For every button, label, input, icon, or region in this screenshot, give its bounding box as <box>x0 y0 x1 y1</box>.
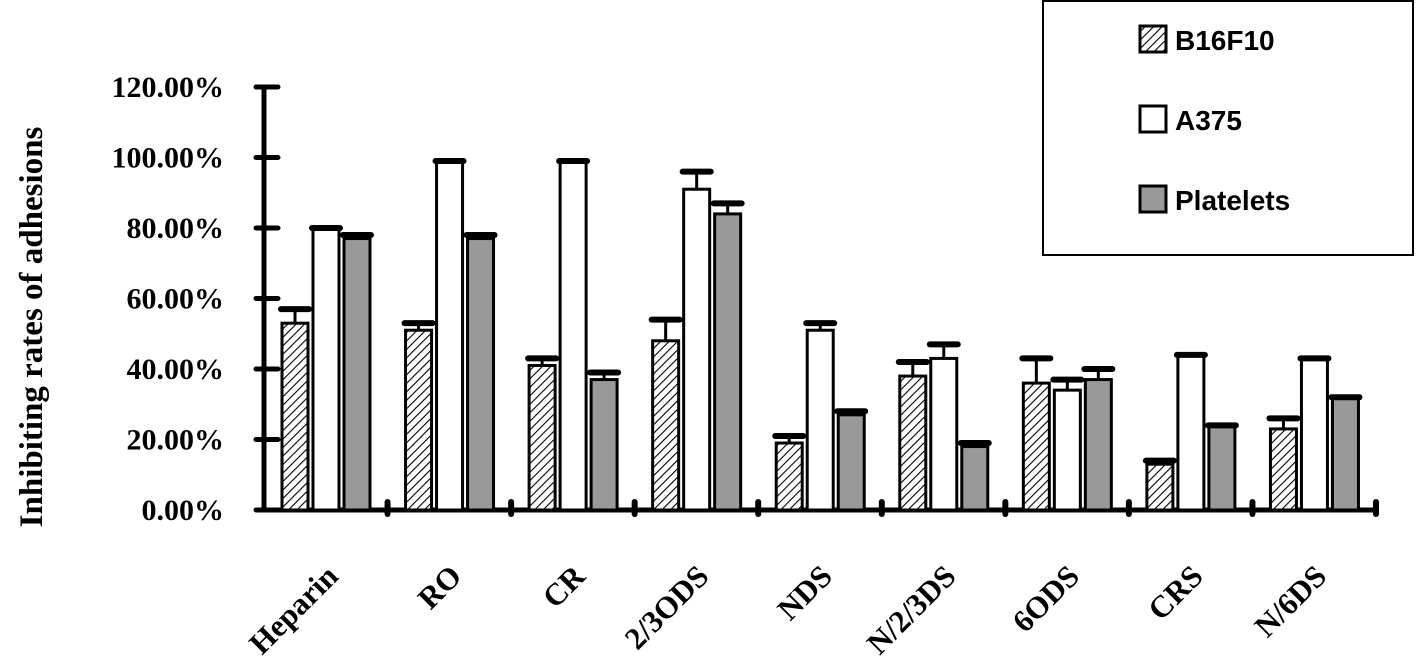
bar-a375 <box>558 159 588 512</box>
legend-label-platelets: Platelets <box>1175 185 1290 216</box>
legend: B16F10 A375 Platelets <box>1042 0 1414 256</box>
x-category-label: N/6DS <box>1248 558 1334 644</box>
bar-platelets <box>589 378 619 512</box>
bar-platelets <box>1330 395 1360 512</box>
bar-a375 <box>1176 353 1206 512</box>
legend-swatch-a375 <box>1138 104 1168 134</box>
bar-platelets <box>1207 423 1237 512</box>
bar-b16f10 <box>280 321 310 512</box>
x-category-label: CRS <box>1141 558 1210 627</box>
x-category-label: Heparin <box>242 558 345 661</box>
plot-area: 0.00% 20.00% 40.00% 60.00% 80.00% 100.00% 120.… <box>112 71 1379 661</box>
bar-a375 <box>1052 388 1082 512</box>
bar-b16f10 <box>1021 381 1051 512</box>
bar-b16f10 <box>1268 427 1298 512</box>
y-tick-label: 40.00% <box>127 353 225 386</box>
bar-b16f10 <box>898 374 928 512</box>
bar-b16f10 <box>651 339 681 512</box>
legend-swatch-b16f10 <box>1138 24 1168 54</box>
y-tick-label: 60.00% <box>127 283 225 316</box>
legend-box <box>1042 0 1414 256</box>
x-category-label: NDS <box>770 558 839 627</box>
x-category-label: 6ODS <box>1005 558 1086 639</box>
y-axis-label: Inhibiting rates of adhesions <box>14 127 50 528</box>
legend-label-b16f10: B16F10 <box>1175 25 1275 56</box>
y-tick-label: 120.00% <box>112 71 225 104</box>
x-category-label: N/2/3DS <box>860 558 963 661</box>
x-category-label: 2/3ODS <box>618 558 716 656</box>
x-category-label: RO <box>411 558 469 616</box>
y-tick-label: 80.00% <box>127 212 225 245</box>
bar-b16f10 <box>527 363 557 512</box>
bar-platelets <box>1083 378 1113 512</box>
bar-a375 <box>929 356 959 512</box>
bar-b16f10 <box>1145 462 1175 512</box>
bar-platelets <box>466 237 496 512</box>
bar-a375 <box>1299 356 1329 512</box>
bar-platelets <box>713 212 743 512</box>
bar-platelets <box>960 445 990 512</box>
bar-a375 <box>682 187 712 512</box>
y-tick-label: 0.00% <box>142 494 225 527</box>
bar-platelets <box>342 237 372 512</box>
legend-label-a375: A375 <box>1175 105 1242 136</box>
x-category-label: CR <box>535 558 592 615</box>
y-tick-label: 100.00% <box>112 142 225 175</box>
bar-b16f10 <box>404 328 434 512</box>
bar-b16f10 <box>774 441 804 512</box>
bar-a375 <box>435 159 465 512</box>
bar-platelets <box>836 413 866 512</box>
bar-a375 <box>805 328 835 512</box>
bar-a375 <box>311 226 341 512</box>
y-tick-label: 20.00% <box>127 424 225 457</box>
legend-swatch-platelets <box>1138 184 1168 214</box>
